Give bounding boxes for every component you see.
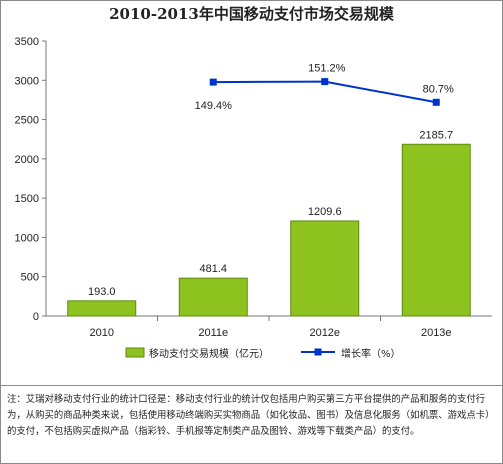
y-tick-label: 0 <box>33 311 39 323</box>
legend-label-growth: 增长率（%） <box>341 347 401 360</box>
growth-data-label: 151.2% <box>308 63 346 75</box>
legend-label-bars: 移动支付交易规模（亿元） <box>149 347 269 360</box>
x-tick-label: 2013e <box>421 327 452 339</box>
bar <box>401 143 471 317</box>
x-tick-label: 2012e <box>309 327 340 339</box>
growth-line-segment <box>324 80 437 104</box>
bar <box>290 220 360 317</box>
y-tick-label: 1500 <box>15 193 39 205</box>
growth-point <box>209 78 217 86</box>
y-tick-label: 2000 <box>15 154 39 166</box>
x-tick-label: 2010 <box>90 327 114 339</box>
bar <box>178 277 248 317</box>
growth-data-label: 149.4% <box>195 100 233 112</box>
bar-line-chart: 0 500 1000 1500 2000 2500 3000 3500 2010 193.0 201… <box>15 36 492 360</box>
growth-line-segment <box>213 80 325 84</box>
bar-data-label: 481.4 <box>199 263 227 275</box>
bar-data-label: 1209.6 <box>308 206 342 218</box>
y-tick-label: 3000 <box>15 75 39 87</box>
y-tick-label: 1000 <box>15 232 39 244</box>
footnote: 注：艾瑞对移动支付行业的统计口径是：移动支付行业的统计仅包括用户购买第三方平台提… <box>1 385 502 463</box>
bar <box>67 300 137 317</box>
bar-data-label: 193.0 <box>88 286 116 298</box>
growth-point <box>321 78 329 86</box>
bar-data-label: 2185.7 <box>419 129 453 141</box>
legend-marker-growth <box>314 348 322 356</box>
growth-point <box>432 98 440 106</box>
y-tick-label: 500 <box>21 272 39 284</box>
y-tick-label: 3500 <box>15 36 39 48</box>
growth-data-label: 80.7% <box>423 83 454 95</box>
legend-swatch-bars <box>125 347 145 358</box>
chart-title: 2010-2013年中国移动支付市场交易规模 <box>109 5 394 23</box>
x-tick-label: 2011e <box>198 327 228 339</box>
y-tick-label: 2500 <box>15 115 39 127</box>
